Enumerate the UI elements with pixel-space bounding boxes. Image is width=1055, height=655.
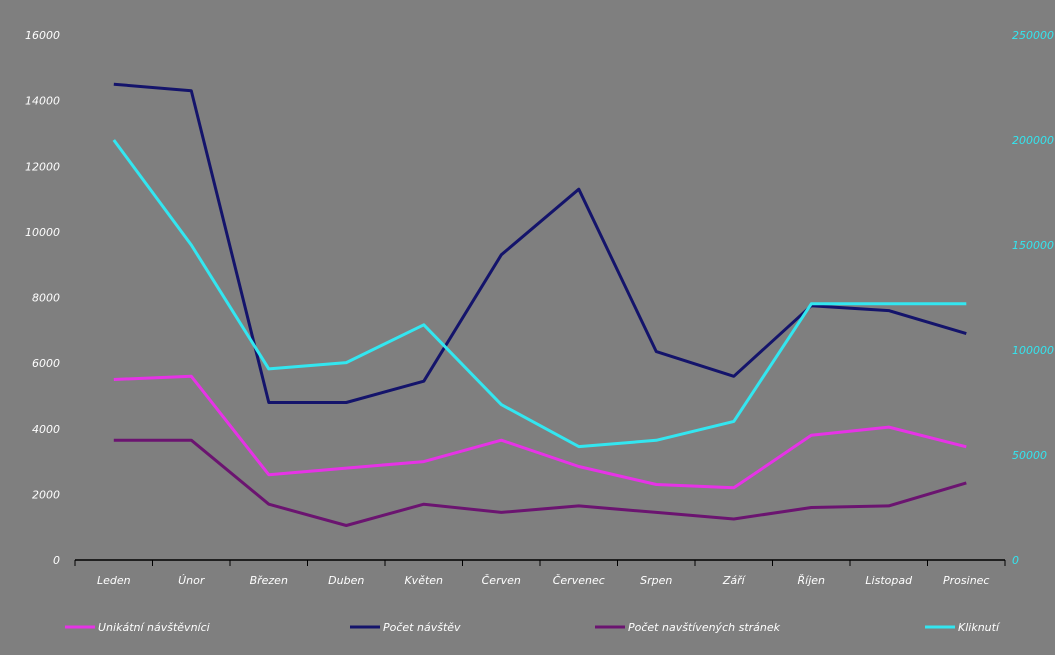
y-right-tick-label: 100000 (1012, 344, 1054, 357)
legend-label: Kliknutí (958, 621, 1001, 634)
series-line-2 (113, 82, 967, 404)
legend: Unikátní návštěvníci Počet návštěv Počet n… (65, 621, 1001, 634)
x-tick-label: Září (722, 574, 747, 587)
y-left-tick-label: 0 (53, 554, 60, 567)
x-tick-label: Říjen (798, 574, 826, 587)
x-tick-label: Prosinec (943, 574, 989, 587)
x-tick-label: Květen (404, 574, 443, 587)
legend-label: Unikátní návštěvníci (98, 621, 210, 634)
legend-label: Počet návštěv (383, 621, 461, 634)
x-tick-label: Listopad (865, 574, 913, 587)
series-line-3 (113, 438, 967, 527)
legend-label: Počet navštívených stránek (628, 621, 781, 634)
y-left-tick-label: 8000 (32, 292, 60, 305)
y-left-tick-label: 4000 (32, 423, 60, 436)
x-tick-label: Červenec (553, 574, 605, 587)
x-tick-label: Červen (482, 574, 521, 587)
x-tick-label: Březen (250, 574, 288, 587)
series-line-4 (112, 139, 967, 449)
y-left-tick-label: 12000 (25, 160, 60, 173)
y-right-tick-label: 200000 (1012, 134, 1054, 147)
x-tick-label: Srpen (640, 574, 672, 587)
y-right-tick-label: 0 (1012, 554, 1019, 567)
y-left-tick-label: 14000 (25, 95, 60, 108)
series-lines (112, 82, 967, 527)
y-right-tick-label: 150000 (1012, 239, 1054, 252)
axes (74, 559, 1006, 566)
y-left-tick-label: 2000 (32, 488, 60, 501)
y-left-tick-label: 6000 (32, 357, 60, 370)
y-right-tick-label: 250000 (1012, 29, 1054, 42)
x-tick-label: Leden (97, 574, 131, 587)
y-left-tick-label: 16000 (25, 29, 60, 42)
tick-labels: 0 2000 4000 6000 8000 10000 12000 14000 16000 0 50… (25, 29, 1054, 587)
series-line-1 (113, 374, 967, 490)
y-right-tick-label: 50000 (1012, 449, 1047, 462)
x-tick-label: Únor (178, 574, 206, 587)
y-left-tick-label: 10000 (25, 226, 60, 239)
x-tick-label: Duben (328, 574, 364, 587)
